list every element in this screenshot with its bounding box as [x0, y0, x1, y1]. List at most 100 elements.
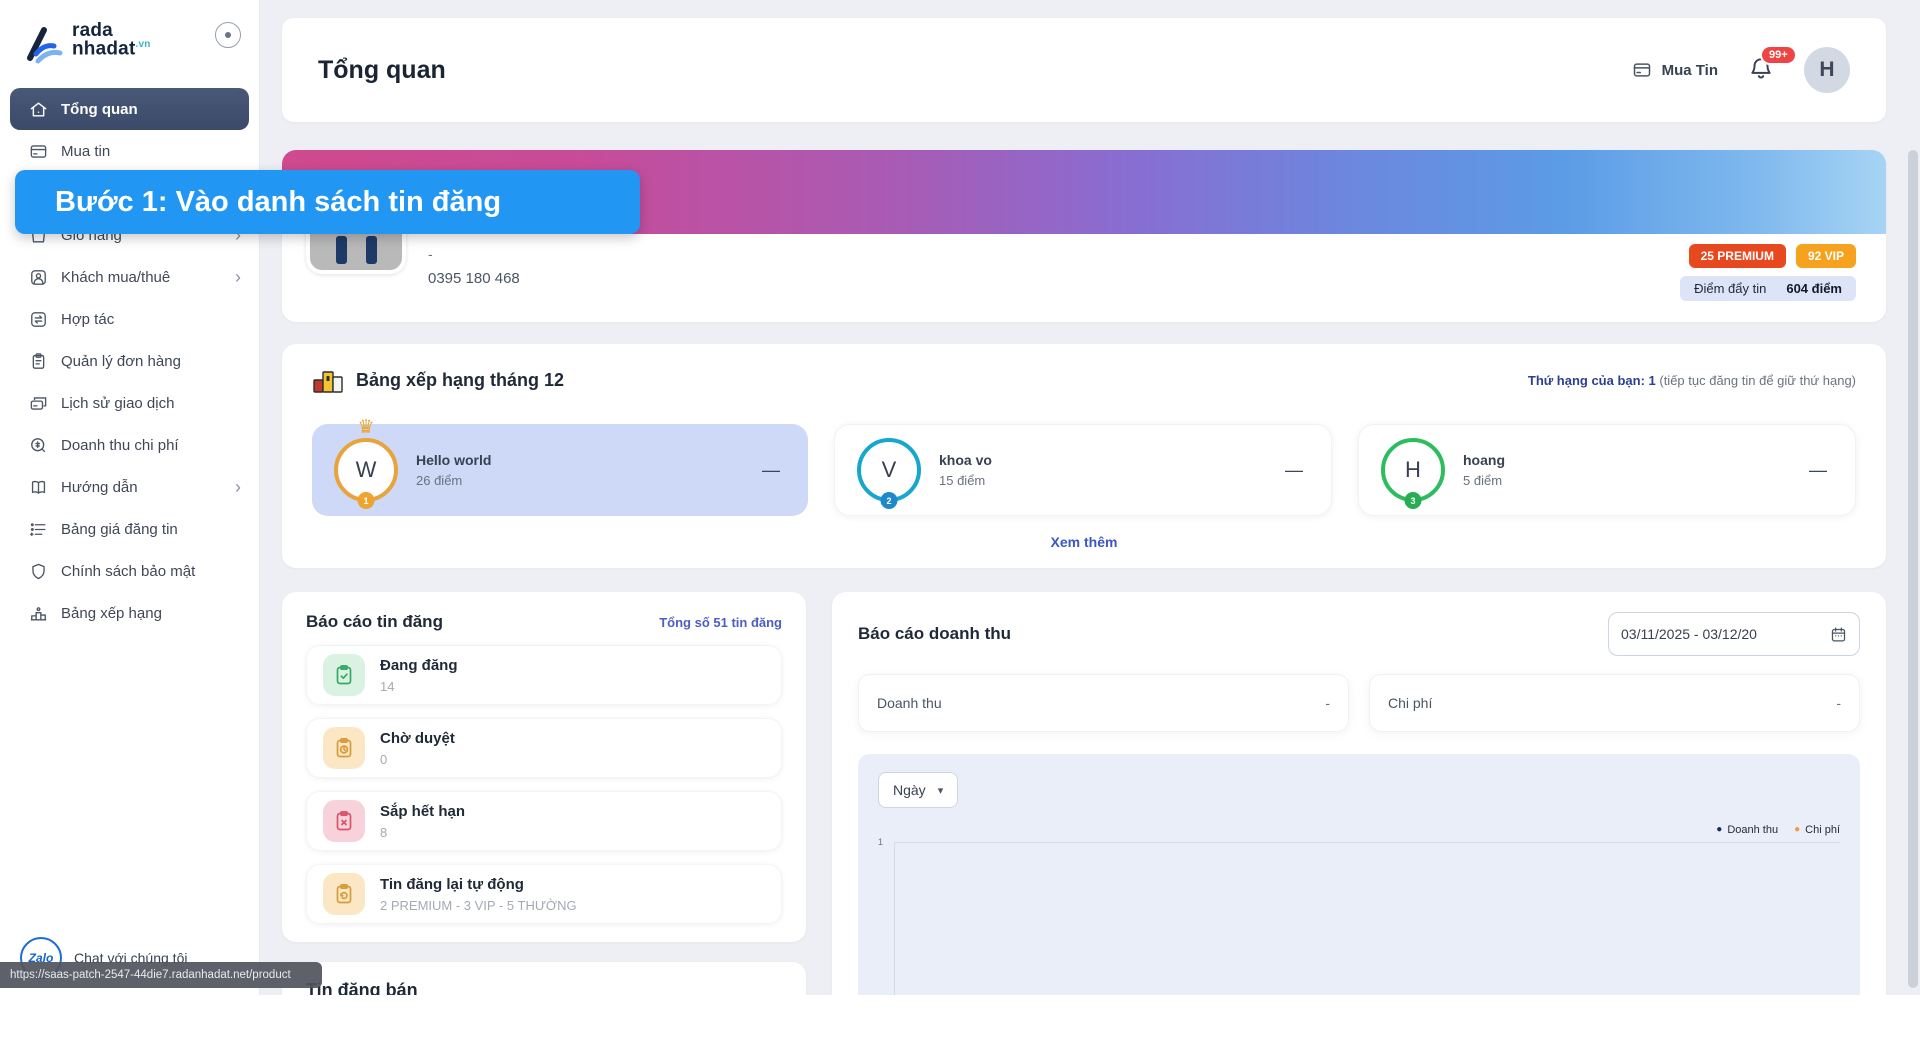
sidebar-item-huong-dan[interactable]: Hướng dẫn ›	[0, 466, 259, 508]
rank1-avatar: ♛ W 1	[334, 417, 398, 509]
rank-trend-dash: —	[762, 459, 780, 480]
ranking-header: Bảng xếp hạng tháng 12 Thứ hạng của bạn:…	[312, 366, 1856, 394]
vip-badge: 92 VIP	[1795, 244, 1856, 268]
podium-trophy-icon	[313, 371, 343, 393]
sidebar-collapse-button[interactable]	[215, 22, 241, 48]
sidebar-item-doanh-thu-chi-phi[interactable]: Doanh thu chi phí	[0, 424, 259, 466]
rank-number-badge: 2	[880, 492, 898, 509]
page-scrollbar[interactable]	[1908, 150, 1918, 988]
price-list-icon	[28, 519, 48, 539]
topbar-actions: Mua Tin 99+ H	[1632, 44, 1850, 93]
sidebar-nav: Tổng quan Mua tin Giỏ hàng › Khá	[0, 88, 259, 634]
shield-icon	[28, 561, 48, 581]
crown-icon: ♛	[357, 417, 375, 438]
logo-row: rada nhadat.vn	[0, 0, 259, 74]
see-more-link[interactable]: Xem thêm	[1050, 534, 1118, 550]
ranking-section: Bảng xếp hạng tháng 12 Thứ hạng của bạn:…	[282, 344, 1886, 568]
rank3-avatar: H 3	[1381, 438, 1445, 509]
chart-period-select[interactable]: Ngày ▾	[878, 772, 959, 808]
ranking-list: ♛ W 1 Hello world 26 điểm — V 2	[312, 417, 1856, 516]
rank-user-points: 5 điểm	[1463, 473, 1503, 488]
notifications-button[interactable]: 99+	[1748, 44, 1797, 86]
revenue-stats: Doanh thu - Chi phí -	[858, 674, 1860, 732]
clipboard-clock-icon	[323, 727, 365, 769]
sidebar: rada nhadat.vn Tổng quan Mua tin	[0, 0, 260, 1043]
rank-user-name: Hello world	[416, 452, 492, 468]
profile-badges: 25 PREMIUM 92 VIP Điểm đẩy tin 604 điểm	[1680, 244, 1856, 301]
posts-total-label: Tổng số 51 tin đăng	[659, 615, 782, 630]
home-icon	[28, 99, 48, 119]
profile-phone: 0395 180 468	[428, 270, 520, 287]
chevron-right-icon: ›	[235, 267, 241, 287]
clipboard-check-icon	[323, 654, 365, 696]
your-rank-text: Thứ hạng của bạn: 1 (tiếp tục đăng tin đ…	[1527, 372, 1856, 388]
clipboard-icon	[28, 351, 48, 371]
sidebar-item-mua-tin[interactable]: Mua tin	[0, 130, 259, 172]
sidebar-item-bang-xep-hang[interactable]: Bảng xếp hạng	[0, 592, 259, 634]
posts-report-title: Báo cáo tin đăng	[306, 612, 443, 631]
sidebar-item-bang-gia-dang-tin[interactable]: Bảng giá đăng tin	[0, 508, 259, 550]
y-axis-tick: 1	[878, 837, 884, 847]
viewport-bottom-whitespace	[0, 995, 1920, 1043]
clipboard-x-icon	[323, 800, 365, 842]
radanhadat-logo-icon	[27, 27, 63, 64]
sidebar-item-quan-ly-don-hang[interactable]: Quản lý đơn hàng	[0, 340, 259, 382]
main-area: Tổng quan Mua Tin 99+ H - 0395 180 4	[260, 0, 1920, 1043]
orange-dot-icon: ●	[1794, 824, 1801, 835]
posts-column: Báo cáo tin đăng Tổng số 51 tin đăng Đan…	[282, 592, 806, 1041]
stat-chi-phi: Chi phí -	[1369, 674, 1860, 732]
rank-entry-3: H 3 hoang 5 điểm —	[1358, 424, 1856, 516]
premium-badge: 25 PREMIUM	[1688, 244, 1786, 268]
stat-doanh-thu: Doanh thu -	[858, 674, 1349, 732]
rank-trend-dash: —	[1809, 459, 1827, 480]
sidebar-item-khach-mua-thue[interactable]: Khách mua/thuê ›	[0, 256, 259, 298]
rank-user-points: 26 điểm	[416, 473, 463, 488]
post-status-dang-dang[interactable]: Đang đăng 14	[306, 645, 782, 705]
sidebar-item-tong-quan[interactable]: Tổng quan	[10, 88, 249, 130]
chevron-right-icon: ›	[235, 225, 241, 245]
buy-posts-button[interactable]: Mua Tin	[1632, 60, 1718, 80]
rank-entry-1: ♛ W 1 Hello world 26 điểm —	[312, 417, 808, 516]
navy-dot-icon: ●	[1716, 824, 1723, 835]
ranking-title: Bảng xếp hạng tháng 12	[356, 369, 565, 390]
profile-info: - 0395 180 468	[428, 246, 520, 287]
card-icon	[1633, 63, 1650, 77]
bell-icon	[1751, 57, 1771, 78]
user-avatar[interactable]: H	[1804, 47, 1850, 93]
step-annotation-tooltip: Bước 1: Vào danh sách tin đăng	[15, 170, 640, 234]
page-title: Tổng quan	[318, 55, 446, 84]
scrollbar-thumb[interactable]	[1908, 150, 1918, 988]
revenue-chart-panel: Ngày ▾ ● Doanh thu ● Chi phí	[858, 754, 1860, 1043]
post-status-sap-het-han[interactable]: Sắp hết hạn 8	[306, 791, 782, 851]
calendar-icon	[1831, 626, 1846, 642]
sidebar-item-lich-su-giao-dich[interactable]: Lịch sử giao dịch	[0, 382, 259, 424]
rank-user-name: khoa vo	[939, 452, 992, 468]
sidebar-item-hop-tac[interactable]: Hợp tác	[0, 298, 259, 340]
profile-name: -	[428, 246, 433, 262]
status-bar-url: https://saas-patch-2547-44die7.radanhada…	[0, 962, 322, 988]
rank-entry-2: V 2 khoa vo 15 điểm —	[834, 424, 1332, 516]
chevron-down-icon: ▾	[937, 784, 944, 797]
history-icon	[28, 393, 48, 413]
revenue-report-title: Báo cáo doanh thu	[858, 624, 1011, 643]
user-icon	[28, 267, 48, 287]
revenue-report-card: Báo cáo doanh thu 03/11/2025 - 03/12/20 …	[832, 592, 1886, 1043]
rank-user-name: hoang	[1463, 452, 1505, 468]
podium-icon	[28, 603, 48, 623]
chart-legend: ● Doanh thu ● Chi phí	[878, 824, 1840, 836]
date-range-picker[interactable]: 03/11/2025 - 03/12/20	[1608, 612, 1860, 656]
logo-text: rada nhadat.vn	[72, 20, 151, 60]
chevron-right-icon: ›	[235, 477, 241, 497]
legend-doanh-thu: ● Doanh thu	[1716, 824, 1779, 836]
swap-icon	[28, 309, 48, 329]
clipboard-refresh-icon	[323, 873, 365, 915]
coin-icon	[28, 435, 48, 455]
rank-number-badge: 1	[357, 492, 375, 509]
chart-grid	[894, 842, 1840, 1032]
posts-report-card: Báo cáo tin đăng Tổng số 51 tin đăng Đan…	[282, 592, 806, 942]
post-status-cho-duyet[interactable]: Chờ duyệt 0	[306, 718, 782, 778]
sidebar-item-chinh-sach-bao-mat[interactable]: Chính sách bảo mật	[0, 550, 259, 592]
boost-points-badge: Điểm đẩy tin 604 điểm	[1680, 276, 1856, 301]
post-status-tin-dang-lai[interactable]: Tin đăng lại tự động 2 PREMIUM - 3 VIP -…	[306, 864, 782, 924]
